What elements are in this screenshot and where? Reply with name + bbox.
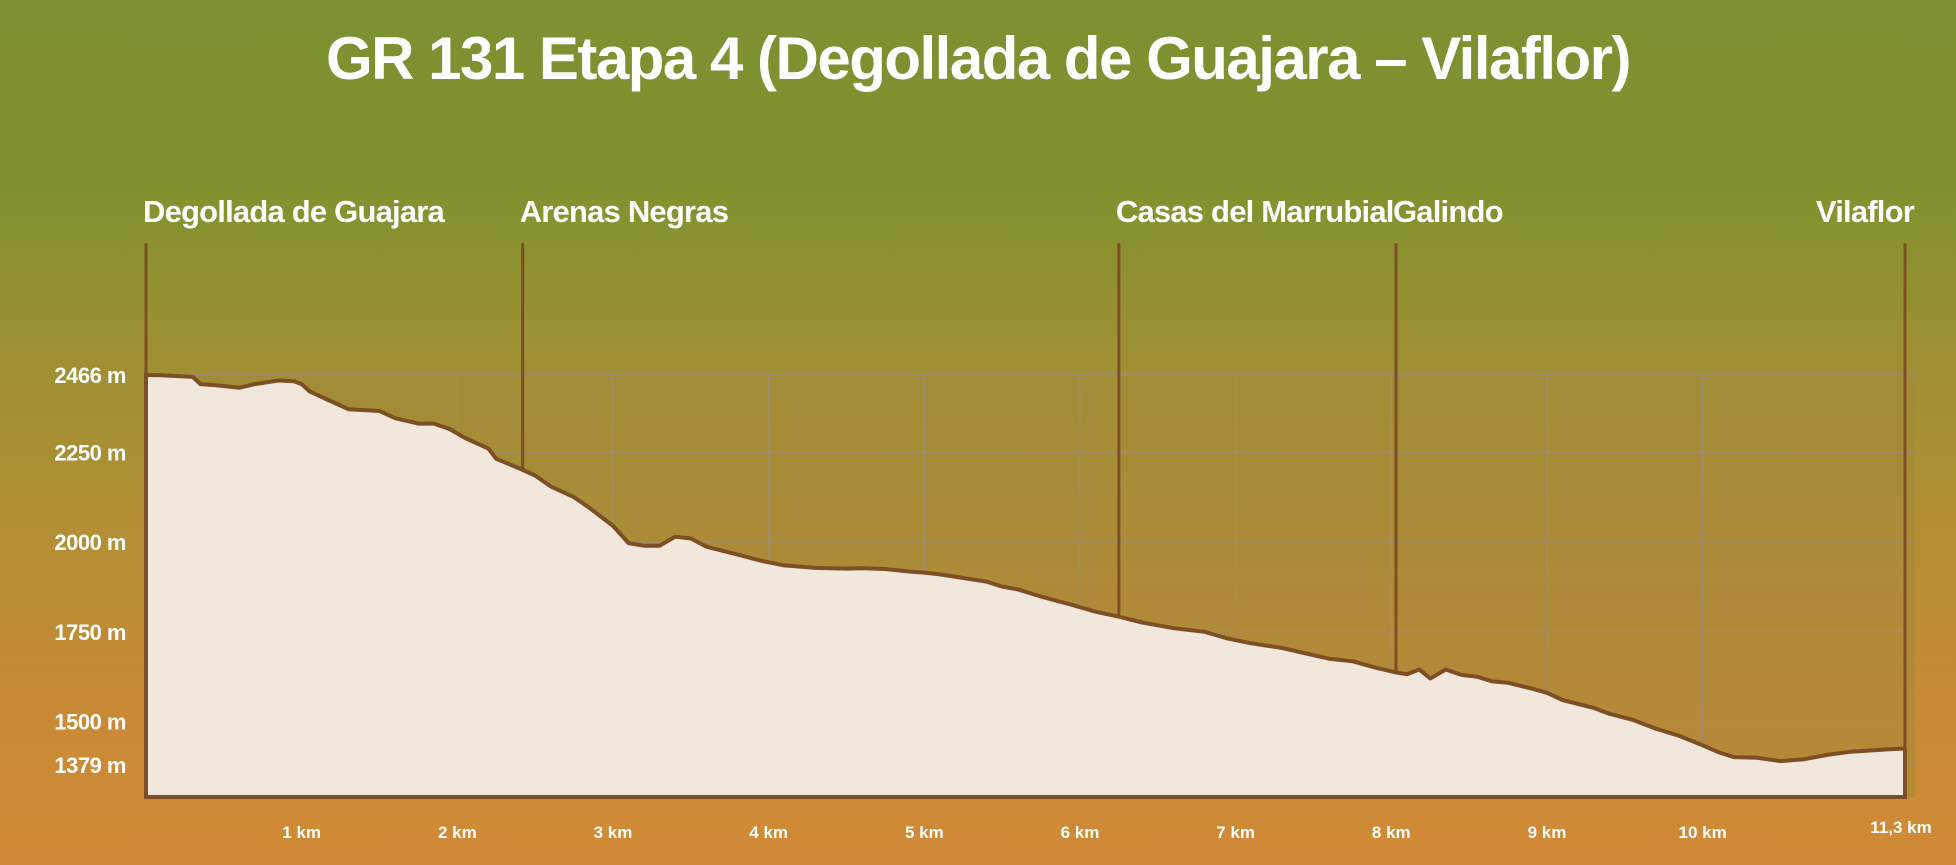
y-tick-label: 2466 m	[54, 363, 126, 388]
elevation-line	[146, 373, 1906, 764]
waypoint-label: Arenas Negras	[520, 194, 728, 229]
chart-labels: Degollada de Guajara Arenas Negras Casas d…	[54, 194, 1931, 842]
plot-axes	[144, 373, 1907, 799]
x-tick-label: 6 km	[1061, 823, 1100, 842]
waypoint-label: Vilaflor	[1816, 194, 1915, 229]
x-tick-label: 4 km	[749, 823, 788, 842]
waypoint-label: Galindo	[1393, 194, 1503, 229]
waypoint-label: Degollada de Guajara	[143, 194, 446, 229]
waypoint-label: Casas del Marrubial	[1116, 194, 1394, 229]
x-tick-label: 9 km	[1528, 823, 1567, 842]
waypoint-markers	[144, 243, 1907, 749]
x-tick-label: 10 km	[1679, 823, 1727, 842]
y-tick-label: 2000 m	[54, 530, 126, 555]
y-tick-label: 1500 m	[54, 710, 126, 735]
y-tick-label: 1379 m	[54, 753, 126, 778]
x-tick-label: 5 km	[905, 823, 944, 842]
x-tick-label: 3 km	[594, 823, 633, 842]
y-tick-label: 2250 m	[54, 440, 126, 465]
x-tick-label: 2 km	[438, 823, 477, 842]
chart-title: GR 131 Etapa 4 (Degollada de Guajara – V…	[325, 25, 1632, 92]
x-tick-label: 7 km	[1216, 823, 1255, 842]
x-tick-label: 1 km	[282, 823, 321, 842]
x-tick-label: 11,3 km	[1870, 818, 1931, 837]
x-tick-label: 8 km	[1372, 823, 1411, 842]
elevation-area	[146, 375, 1905, 797]
y-tick-label: 1750 m	[54, 620, 126, 645]
